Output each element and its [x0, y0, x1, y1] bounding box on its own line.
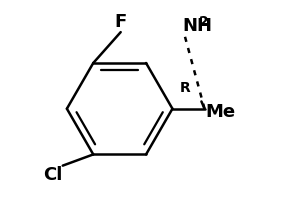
Text: F: F	[114, 13, 127, 30]
Text: NH: NH	[183, 17, 213, 35]
Text: 2: 2	[199, 15, 209, 29]
Text: Me: Me	[205, 102, 236, 120]
Text: Cl: Cl	[43, 165, 62, 183]
Text: R: R	[179, 81, 190, 95]
